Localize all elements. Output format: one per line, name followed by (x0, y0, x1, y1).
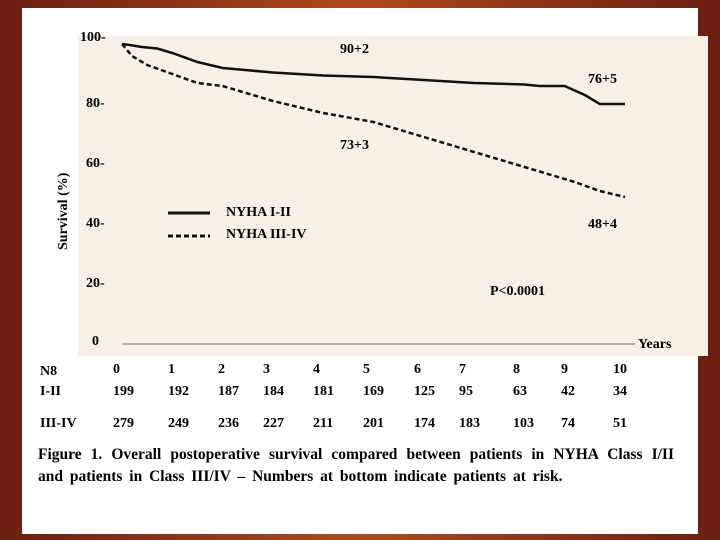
risk-cell-i-ii-0: 199 (113, 384, 134, 399)
risk-year-2: 2 (218, 362, 225, 377)
risk-cell-i-ii-9: 42 (561, 384, 575, 399)
risk-year-10: 10 (613, 362, 627, 377)
series-line-nyha-i-ii (121, 42, 625, 106)
annotation-73: 73+3 (340, 138, 369, 153)
risk-year-4: 4 (313, 362, 320, 377)
risk-cell-i-ii-4: 181 (313, 384, 334, 399)
annotation-48: 48+4 (588, 217, 617, 232)
plot-area (78, 36, 708, 356)
risk-cell-i-ii-1: 192 (168, 384, 189, 399)
y-tick-80: 80- (86, 96, 105, 111)
risk-table-header: N8 (40, 364, 58, 379)
risk-cell-iii-iv-1: 249 (168, 416, 189, 431)
risk-cell-iii-iv-10: 51 (613, 416, 627, 431)
risk-cell-iii-iv-8: 103 (513, 416, 534, 431)
risk-cell-iii-iv-7: 183 (459, 416, 480, 431)
risk-year-6: 6 (414, 362, 421, 377)
risk-cell-i-ii-8: 63 (513, 384, 527, 399)
y-axis-label: Survival (%) (56, 172, 71, 250)
risk-year-3: 3 (263, 362, 270, 377)
annotation-76: 76+5 (588, 72, 617, 87)
risk-year-5: 5 (363, 362, 370, 377)
y-tick-20: 20- (86, 276, 105, 291)
y-tick-60: 60- (86, 156, 105, 171)
legend-label-nyha-i-ii: NYHA I-II (226, 205, 291, 220)
legend-label-nyha-iii-iv: NYHA III-IV (226, 227, 307, 242)
risk-cell-iii-iv-9: 74 (561, 416, 575, 431)
risk-cell-i-ii-5: 169 (363, 384, 384, 399)
risk-cell-iii-iv-4: 211 (313, 416, 334, 431)
risk-cell-i-ii-3: 184 (263, 384, 284, 399)
series-line-nyha-iii-iv (121, 43, 626, 199)
risk-year-1: 1 (168, 362, 175, 377)
risk-cell-i-ii-6: 125 (414, 384, 435, 399)
risk-cell-iii-iv-5: 201 (363, 416, 384, 431)
risk-year-9: 9 (561, 362, 568, 377)
risk-row-label-i-ii: I-II (40, 384, 62, 399)
risk-cell-i-ii-10: 34 (613, 384, 627, 399)
risk-year-0: 0 (113, 362, 120, 377)
risk-year-8: 8 (513, 362, 520, 377)
y-tick-40: 40- (86, 216, 105, 231)
x-axis-label: Years (638, 337, 672, 352)
figure-caption: Figure 1. Overall postoperative survival… (38, 446, 674, 485)
risk-cell-i-ii-7: 95 (459, 384, 473, 399)
p-value: P<0.0001 (490, 284, 546, 299)
risk-cell-iii-iv-3: 227 (263, 416, 284, 431)
y-tick-100: 100- (80, 30, 106, 45)
risk-cell-i-ii-2: 187 (218, 384, 239, 399)
annotation-90: 90+2 (340, 42, 369, 57)
y-tick-0: 0 (92, 334, 99, 349)
risk-cell-iii-iv-2: 236 (218, 416, 239, 431)
risk-year-7: 7 (459, 362, 466, 377)
risk-cell-iii-iv-6: 174 (414, 416, 435, 431)
risk-cell-iii-iv-0: 279 (113, 416, 134, 431)
risk-row-label-iii-iv: III-IV (40, 416, 77, 431)
